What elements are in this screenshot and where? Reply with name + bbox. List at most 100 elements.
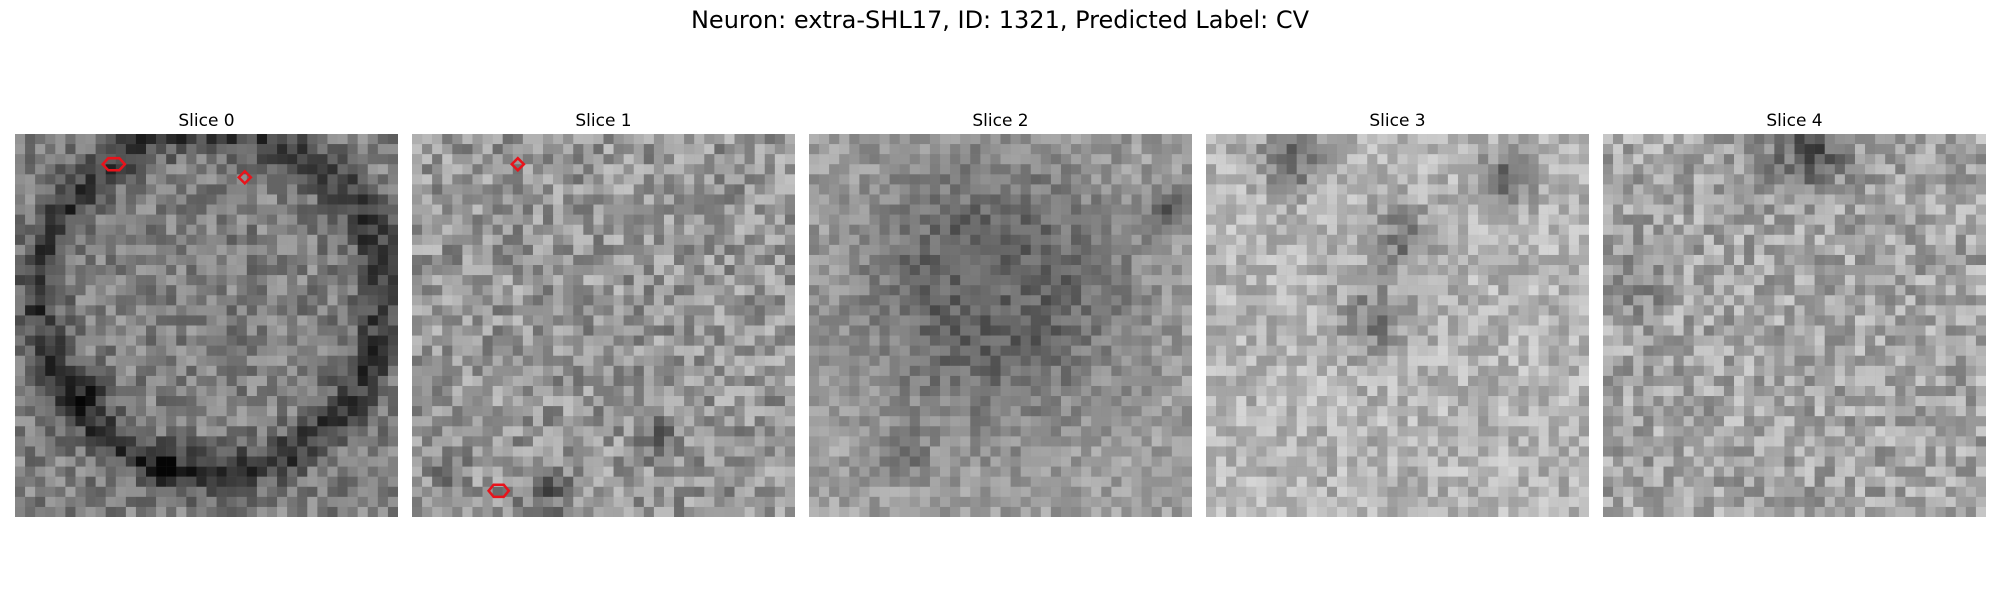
pixel — [960, 355, 971, 367]
pixel — [75, 204, 86, 215]
pixel — [919, 416, 931, 427]
pixel — [387, 416, 398, 427]
pixel — [1151, 285, 1162, 296]
pixel — [502, 244, 513, 256]
pixel — [1071, 265, 1082, 276]
pixel — [990, 174, 1001, 185]
pixel — [583, 426, 594, 437]
pixel — [146, 355, 157, 367]
pixel — [1256, 174, 1267, 185]
pixel — [819, 335, 830, 346]
pixel — [1206, 164, 1217, 175]
pixel — [1060, 506, 1072, 517]
pixel — [879, 214, 890, 225]
pixel — [744, 355, 755, 367]
pixel — [674, 174, 685, 185]
pixel — [1306, 174, 1318, 185]
pixel — [704, 254, 715, 266]
pixel — [85, 456, 96, 467]
pixel — [724, 466, 735, 477]
pixel — [663, 204, 675, 215]
pixel — [1488, 234, 1499, 246]
pixel — [990, 134, 1001, 145]
pixel — [1357, 275, 1368, 286]
pixel — [543, 436, 554, 447]
pixel — [277, 365, 288, 377]
pixel — [809, 476, 820, 487]
pixel — [1498, 204, 1509, 215]
pixel — [176, 204, 187, 215]
pixel — [55, 174, 66, 185]
pixel — [593, 385, 604, 397]
pixel — [919, 134, 931, 145]
pixel — [879, 194, 890, 205]
pixel — [764, 234, 776, 246]
pixel — [85, 396, 96, 407]
pixel — [1538, 265, 1549, 276]
pixel — [277, 456, 288, 467]
pixel — [226, 234, 237, 246]
pixel — [613, 416, 624, 427]
pixel — [674, 295, 685, 306]
pixel — [307, 234, 318, 246]
pixel — [327, 365, 338, 377]
pixel — [1141, 476, 1152, 487]
pixel — [684, 265, 695, 276]
pixel — [176, 325, 187, 336]
pixel — [1397, 174, 1408, 185]
pixel — [125, 446, 137, 457]
pixel — [1548, 204, 1559, 215]
pixel — [1286, 164, 1297, 175]
pixel — [1437, 265, 1449, 276]
pixel — [226, 144, 237, 155]
pixel — [553, 406, 564, 417]
pixel — [105, 184, 116, 195]
pixel — [462, 204, 473, 215]
pixel — [744, 265, 755, 276]
pixel — [694, 446, 705, 457]
pixel — [784, 305, 795, 316]
pixel — [256, 244, 268, 256]
pixel — [277, 355, 288, 367]
pixel — [674, 345, 685, 356]
pixel — [387, 355, 398, 367]
pixel — [95, 406, 106, 417]
pixel — [317, 365, 328, 377]
pixel — [422, 234, 433, 246]
pixel — [1091, 355, 1102, 367]
pixel — [744, 335, 755, 346]
pixel — [1040, 224, 1052, 235]
pixel — [1377, 285, 1388, 296]
pixel — [603, 224, 614, 235]
pixel — [1538, 184, 1549, 195]
pixel — [1246, 154, 1257, 165]
pixel — [734, 305, 745, 316]
pixel — [859, 174, 870, 185]
pixel — [1226, 154, 1237, 165]
pixel — [462, 254, 473, 266]
pixel — [809, 355, 820, 367]
pixel — [980, 325, 991, 336]
pixel — [1091, 305, 1102, 316]
pixel — [734, 365, 745, 377]
pixel — [1548, 164, 1559, 175]
pixel — [960, 194, 971, 205]
pixel — [55, 345, 66, 356]
pixel — [1131, 254, 1142, 266]
pixel — [990, 335, 1001, 346]
pixel — [1508, 244, 1519, 256]
pixel — [387, 204, 398, 215]
pixel — [387, 134, 398, 145]
pixel — [25, 385, 36, 397]
pixel — [105, 325, 116, 336]
pixel — [940, 385, 951, 397]
pixel — [1397, 224, 1408, 235]
pixel — [859, 164, 870, 175]
pixel — [387, 446, 398, 457]
pixel — [603, 426, 614, 437]
pixel — [1407, 204, 1418, 215]
pixel — [1528, 184, 1539, 195]
pixel — [1226, 244, 1237, 256]
pixel — [563, 295, 574, 306]
pixel — [462, 184, 473, 195]
